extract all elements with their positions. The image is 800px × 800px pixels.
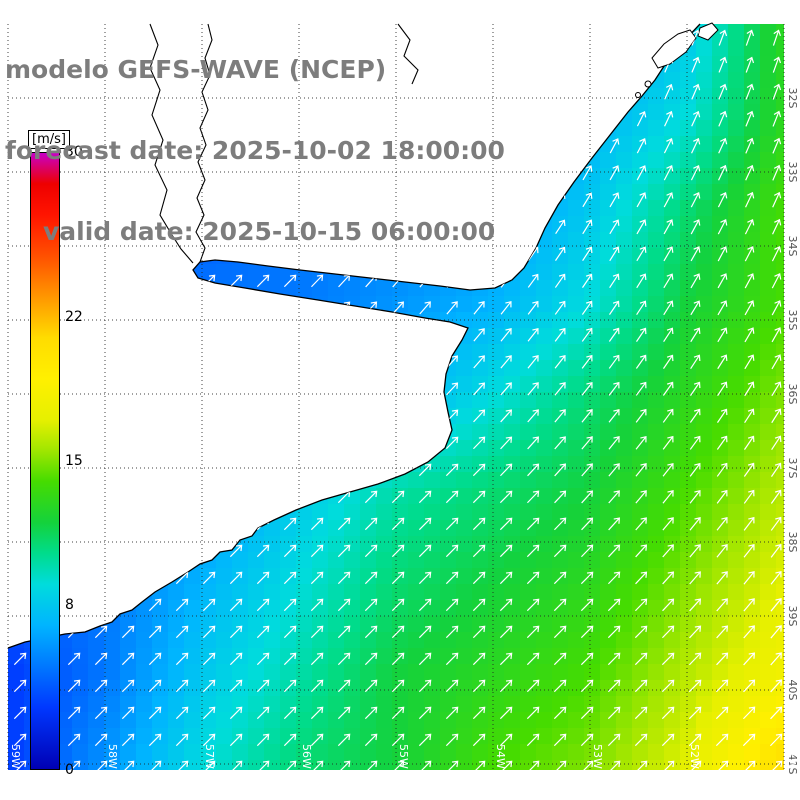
lon-label: 54W: [494, 744, 507, 769]
lat-label: 39S: [786, 606, 799, 627]
lat-label: 34S: [786, 236, 799, 257]
colorbar-tick-label: 22: [65, 308, 83, 325]
lat-label: 33S: [786, 162, 799, 183]
lon-label: 52W: [688, 744, 701, 769]
lat-label: 32S: [786, 88, 799, 109]
map-header: modelo GEFS-WAVE (NCEP) forecast date: 2…: [5, 2, 505, 299]
river: [397, 23, 419, 85]
lat-label: 35S: [786, 310, 799, 331]
direction-arrows: [13, 29, 783, 774]
lon-label: 57W: [203, 744, 216, 769]
colorbar-unit-label: [m/s]: [28, 130, 70, 149]
lagoon: [651, 29, 697, 69]
lat-label: 37S: [786, 458, 799, 479]
colorbar-gradient: [30, 152, 60, 770]
lat-label: 40S: [786, 680, 799, 701]
lon-label: 58W: [106, 744, 119, 769]
model-title: modelo GEFS-WAVE (NCEP): [5, 55, 387, 84]
valid-date: valid date: 2025-10-15 06:00:00: [43, 217, 496, 246]
lon-label: 56W: [300, 744, 313, 769]
colorbar-tick-label: 0: [65, 762, 74, 778]
lat-label: 41S: [786, 754, 799, 775]
lagoon: [697, 22, 719, 41]
river: [149, 23, 194, 264]
lon-label: 51W: [785, 744, 798, 769]
lon-label: 59W: [9, 744, 22, 769]
lat-label: 36S: [786, 384, 799, 405]
lon-label: 55W: [397, 744, 410, 769]
forecast-date: forecast date: 2025-10-02 18:00:00: [5, 136, 505, 165]
lon-label: 53W: [591, 744, 604, 769]
islet: [644, 80, 652, 88]
colorbar-tick-label: 15: [65, 453, 83, 469]
river: [195, 23, 213, 263]
colorbar-tick-label: 8: [65, 597, 74, 614]
lat-label: 38S: [786, 532, 799, 553]
graticule: [7, 24, 785, 770]
colorbar-tick-label: 30: [65, 144, 83, 160]
axis-labels: 32S 33S 34S 35S 36S 37S 38S 39S 40S 41S 59W 58W 57W 5…: [9, 88, 799, 775]
